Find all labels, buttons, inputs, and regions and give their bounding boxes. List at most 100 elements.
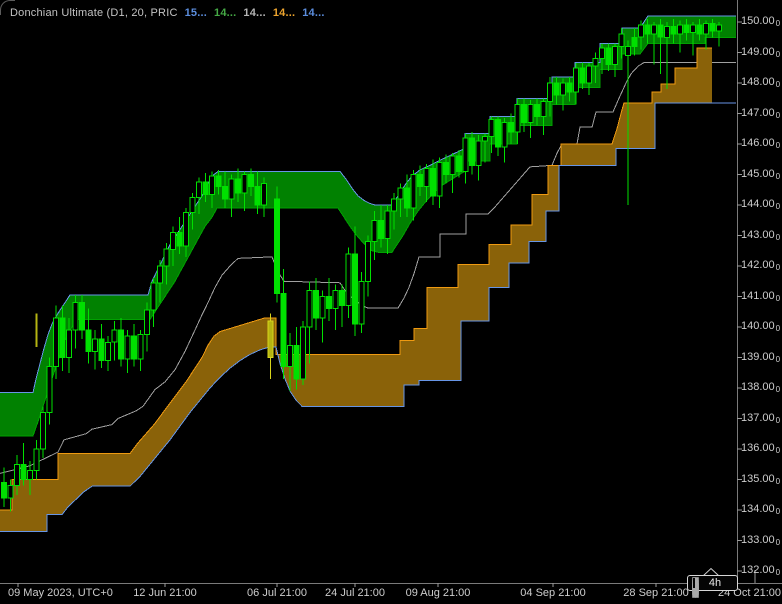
- candle-body-up: [170, 232, 176, 250]
- candle-body-up: [540, 100, 547, 118]
- candle-body-down: [553, 82, 560, 96]
- candle-body-up: [651, 24, 657, 35]
- price-axis-label: 132.000: [741, 564, 781, 577]
- candle-body-up: [371, 219, 378, 243]
- candle-body-up: [92, 338, 98, 352]
- candle-body-up: [488, 119, 495, 137]
- candle-body-down: [709, 23, 716, 32]
- candle-body-down: [566, 82, 573, 93]
- candle-body-down: [79, 302, 85, 331]
- candle-body-up: [573, 67, 579, 93]
- candle-body-down: [274, 198, 280, 294]
- candle-body-down: [222, 186, 228, 200]
- time-axis-label: 09 Aug 21:00: [405, 587, 471, 599]
- candle-body-up: [612, 45, 618, 66]
- candle-body-down: [20, 463, 27, 481]
- indicator-value: 14...: [302, 7, 325, 19]
- candle-body-up: [306, 289, 313, 328]
- time-axis-label: 12 Jun 21:00: [133, 587, 197, 599]
- candle-body-down: [1, 482, 7, 499]
- price-axis-label: 147.000: [741, 106, 781, 120]
- candle-body-up: [703, 23, 709, 35]
- candle-body-up: [163, 248, 170, 267]
- candle-body-up: [261, 183, 267, 206]
- candle-body-down: [326, 296, 332, 310]
- candle-body-down: [215, 175, 222, 188]
- price-axis-label: 139.000: [741, 350, 781, 364]
- candle-body-down: [534, 103, 540, 118]
- time-axis-label: 24 Jul 21:00: [325, 587, 385, 599]
- timeframe-label: 4h: [708, 577, 722, 589]
- indicator-value: 14...: [214, 7, 237, 19]
- price-axis-label: 134.000: [741, 503, 781, 516]
- candle-body-down: [417, 174, 423, 188]
- candle-body-down: [313, 289, 319, 319]
- candle-body-up: [287, 344, 293, 368]
- candle-body-yellow: [267, 320, 274, 358]
- price-axis-label: 146.000: [741, 137, 781, 150]
- candle-body-up: [514, 103, 521, 133]
- timeframe-button[interactable]: 4h: [687, 575, 738, 591]
- price-axis-label: 144.000: [741, 198, 781, 211]
- candle-body-up: [228, 178, 235, 200]
- candle-body-up: [501, 122, 508, 148]
- candle-body-up: [384, 210, 391, 240]
- candle-body-up: [196, 181, 202, 198]
- candle-body-up: [482, 135, 488, 142]
- candles: [1, 19, 722, 512]
- candle-body-down: [508, 122, 514, 133]
- candle-body-up: [527, 103, 534, 124]
- candle-body-up: [7, 485, 14, 499]
- donchian-lower-band-line: [0, 102, 736, 532]
- candle-body-up: [365, 241, 371, 282]
- candle-body-up: [677, 24, 683, 35]
- candle-body-down: [352, 253, 358, 325]
- candle-body-up: [40, 411, 46, 450]
- price-axis-label: 137.000: [741, 411, 781, 425]
- candle-body-down: [235, 178, 241, 194]
- candle-body-down: [202, 181, 209, 195]
- candle-body-up: [638, 24, 644, 38]
- candle-body-up: [53, 317, 59, 368]
- indicator-title: Donchian Ultimate (D1, 20, PRIC 15... 14..…: [10, 7, 325, 19]
- candle-body-down: [521, 103, 527, 124]
- candle-body-up: [345, 253, 352, 307]
- candle-body-up: [189, 196, 196, 214]
- candle-body-up: [66, 329, 72, 358]
- candle-body-up: [33, 448, 40, 471]
- indicator-value: 14...: [243, 7, 266, 19]
- candle-body-up: [300, 326, 306, 380]
- candle-body-up: [319, 296, 326, 319]
- candle-body-up: [560, 82, 566, 96]
- candle-body-down: [98, 338, 105, 362]
- price-axis-label: 150.000: [741, 15, 781, 28]
- price-axis-label: 141.000: [741, 289, 781, 303]
- candle-body-up: [209, 175, 215, 195]
- price-axis-label: 135.000: [741, 472, 781, 486]
- candle-body-up: [183, 212, 189, 247]
- candle-body-down: [456, 155, 462, 172]
- candle-body-down: [131, 335, 137, 360]
- candle-body-up: [664, 26, 670, 38]
- donchian-lower-zone-fill: [0, 47, 712, 532]
- candle-body-up: [599, 47, 605, 60]
- candle-body-up: [72, 302, 79, 331]
- candle-body-down: [118, 329, 124, 360]
- candle-body-up: [586, 65, 592, 84]
- candle-body-down: [339, 289, 345, 307]
- candle-body-up: [592, 58, 599, 67]
- candle-body-up: [716, 24, 722, 32]
- candle-body-up: [124, 335, 131, 360]
- candle-body-down: [495, 119, 501, 148]
- candle-body-down: [696, 24, 703, 35]
- donchian-lower-inner-line: [0, 47, 712, 511]
- time-axis-label: 28 Sep 21:00: [623, 587, 689, 599]
- candle-body-up: [410, 174, 417, 209]
- time-axis-label: 09 May 2023, UTC+0: [8, 587, 113, 599]
- timeframe-notch-icon[interactable]: [701, 567, 721, 577]
- candle-body-down: [59, 317, 66, 358]
- candle-body-up: [27, 469, 33, 480]
- price-axis-label: 143.000: [741, 228, 781, 242]
